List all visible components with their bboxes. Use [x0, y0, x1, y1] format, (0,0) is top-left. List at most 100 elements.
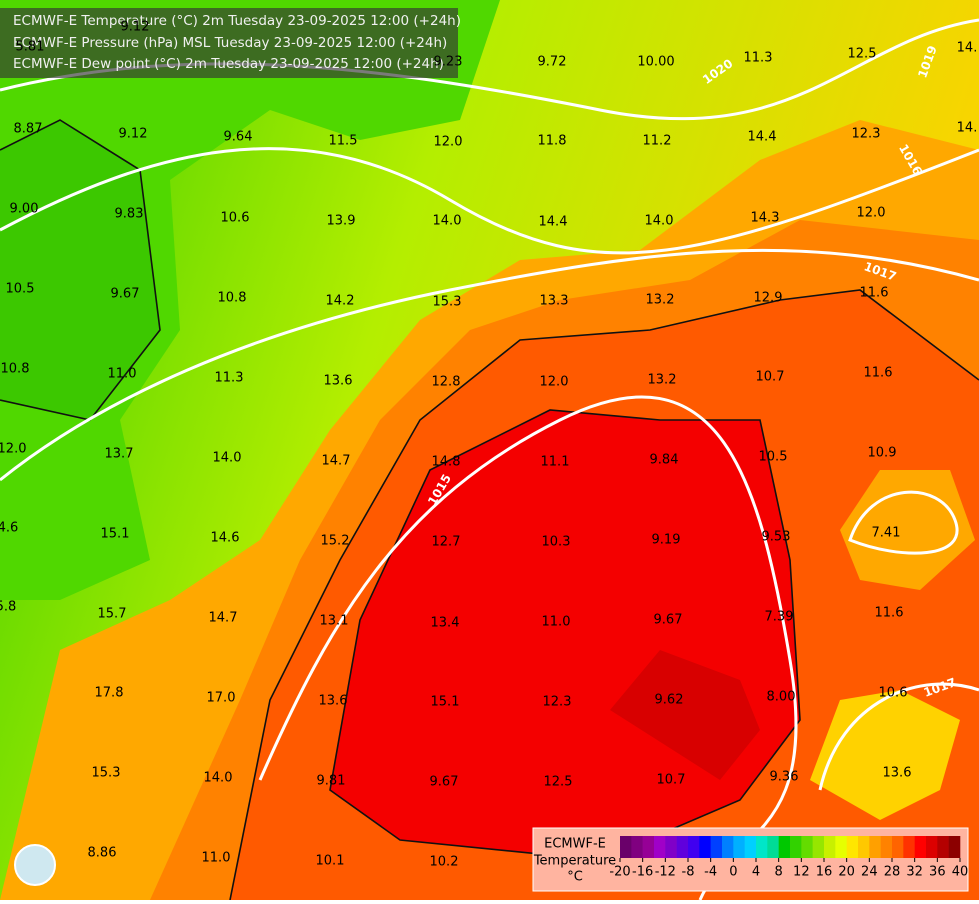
dewpoint-label: 17.8 [95, 686, 124, 701]
dewpoint-label: 13.6 [883, 766, 912, 781]
dewpoint-label: 13.7 [105, 447, 134, 462]
dewpoint-label: 9.36 [770, 770, 799, 785]
legend-swatch [914, 836, 927, 858]
dewpoint-label: 11.3 [744, 51, 773, 66]
legend-tick-label: 28 [884, 865, 901, 880]
legend-tick-label: 8 [775, 865, 783, 880]
field [610, 650, 760, 780]
legend-swatch [892, 836, 904, 858]
dewpoint-label: 13.2 [646, 293, 675, 308]
dewpoint-label: 14. [957, 41, 978, 56]
legend-swatch [654, 836, 666, 858]
dewpoint-label: 11.0 [108, 367, 137, 382]
legend-swatch [688, 836, 700, 858]
legend-swatch [846, 836, 859, 858]
dewpoint-label: 11.8 [538, 134, 567, 149]
dewpoint-label: 14.0 [213, 451, 242, 466]
legend-tick-label: 0 [729, 865, 737, 880]
legend-swatch [903, 836, 915, 858]
legend-swatch [642, 836, 655, 858]
dewpoint-label: 10.5 [759, 450, 788, 465]
dewpoint-label: 11.0 [542, 615, 571, 630]
dewpoint-label: 15.1 [101, 527, 130, 542]
dewpoint-label: 13.9 [327, 214, 356, 229]
dewpoint-label: 4.6 [0, 521, 18, 536]
dewpoint-label: 12.5 [544, 775, 573, 790]
dewpoint-label: 10.8 [218, 291, 247, 306]
legend-tick-label: 24 [861, 865, 878, 880]
dewpoint-label: 9.62 [655, 693, 684, 708]
dewpoint-label: 9.81 [317, 774, 346, 789]
legend-swatch [858, 836, 870, 858]
dewpoint-label: 11.0 [202, 851, 231, 866]
dewpoint-label: 11.1 [541, 455, 570, 470]
dewpoint-label: 10.6 [879, 686, 908, 701]
dewpoint-label: 14.2 [326, 294, 355, 309]
dewpoint-label: 9.67 [654, 613, 683, 628]
legend-tick-label: -12 [655, 865, 676, 880]
dewpoint-label: 11.6 [864, 366, 893, 381]
dewpoint-label: 12.3 [543, 695, 572, 710]
legend-title: ECMWF-E [544, 837, 606, 852]
logo [14, 844, 56, 886]
legend-tick-label: -16 [632, 865, 653, 880]
legend-swatch [778, 836, 791, 858]
dewpoint-label: 12.5 [848, 47, 877, 62]
dewpoint-label: 11.6 [875, 606, 904, 621]
dewpoint-label: 9.83 [115, 207, 144, 222]
legend-tick-label: 4 [752, 865, 760, 880]
legend-unit: °C [567, 870, 583, 885]
legend-tick-label: 32 [906, 865, 923, 880]
legend-swatch [824, 836, 836, 858]
dewpoint-label: 14.7 [322, 454, 351, 469]
dewpoint-label: 10.00 [637, 55, 674, 70]
field [0, 0, 500, 600]
legend-swatch [926, 836, 938, 858]
legend-tick-label: 16 [816, 865, 833, 880]
dewpoint-label: 9.12 [119, 127, 148, 142]
dewpoint-label: 17.0 [207, 691, 236, 706]
dewpoint-label: 5.8 [0, 600, 16, 615]
legend-swatch [676, 836, 689, 858]
dewpoint-label: 12.0 [857, 206, 886, 221]
dewpoint-label: 12.0 [0, 442, 26, 457]
dewpoint-label: 10.5 [6, 282, 35, 297]
dewpoint-label: 14.0 [645, 214, 674, 229]
legend-tick-label: 40 [952, 865, 969, 880]
contour [0, 119, 161, 421]
dewpoint-label: 9.67 [430, 775, 459, 790]
dewpoint-label: 14.4 [748, 130, 777, 145]
legend-swatch [722, 836, 734, 858]
header-line: ECMWF-E Dew point (°C) 2m Tuesday 23-09-… [13, 56, 444, 72]
legend-swatch [790, 836, 802, 858]
dewpoint-label: 11.6 [860, 286, 889, 301]
dewpoint-label: 11.3 [215, 371, 244, 386]
dewpoint-label: 14.8 [432, 455, 461, 470]
legend-swatch [801, 836, 813, 858]
dewpoint-label: 13.1 [320, 614, 349, 629]
dewpoint-label: 14.6 [211, 531, 240, 546]
dewpoint-label: 10.2 [430, 855, 459, 870]
dewpoint-label: 13.6 [319, 694, 348, 709]
field [810, 690, 960, 820]
legend-swatch [767, 836, 779, 858]
dewpoint-label: 8.87 [14, 122, 43, 137]
dewpoint-label: 13.2 [648, 373, 677, 388]
dewpoint-label: 11.5 [329, 134, 358, 149]
isobar [0, 147, 979, 255]
field [0, 120, 160, 420]
legend-swatch [620, 836, 632, 858]
dewpoint-label: 13.4 [431, 616, 460, 631]
legend-swatch [880, 836, 893, 858]
legend-swatch [937, 836, 949, 858]
legend-tick-label: -4 [704, 865, 717, 880]
dewpoint-label: 10.3 [542, 535, 571, 550]
legend-swatch [699, 836, 711, 858]
dewpoint-label: 15.3 [433, 295, 462, 310]
dewpoint-label: 15.1 [431, 695, 460, 710]
header-line: ECMWF-E Temperature (°C) 2m Tuesday 23-0… [13, 13, 461, 29]
isobar [818, 682, 979, 791]
legend-swatch [812, 836, 825, 858]
isobar [0, 248, 979, 482]
